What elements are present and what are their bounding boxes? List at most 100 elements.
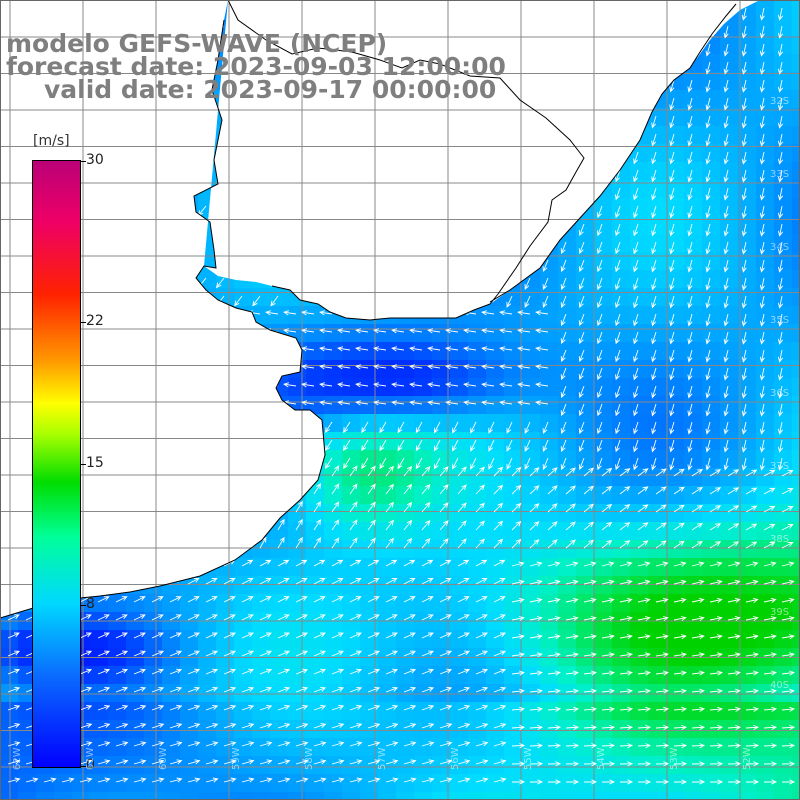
field-cell <box>558 306 577 325</box>
wind-arrow <box>723 277 729 291</box>
wind-arrow <box>187 759 201 765</box>
wind-direction-arrows <box>7 7 796 785</box>
wind-arrow <box>169 759 183 765</box>
field-cell <box>540 414 559 433</box>
wind-arrow <box>403 578 416 585</box>
field-cell <box>738 342 757 361</box>
wind-arrow <box>259 632 272 639</box>
field-cell <box>576 360 595 379</box>
wind-arrow <box>705 169 711 183</box>
wind-arrow <box>723 61 729 75</box>
wind-arrow <box>397 421 405 434</box>
wind-arrow <box>493 705 507 711</box>
wind-arrow <box>205 723 219 729</box>
wind-arrow <box>759 169 765 183</box>
field-cell <box>504 342 523 361</box>
wind-arrow <box>499 328 513 334</box>
wind-arrow <box>349 578 362 585</box>
wind-arrow <box>283 310 297 316</box>
wind-arrow <box>234 295 243 307</box>
field-cell <box>720 396 739 415</box>
wind-arrow <box>151 632 164 639</box>
field-cell <box>126 774 145 793</box>
field-cell <box>612 360 631 379</box>
field-cell <box>792 108 800 127</box>
field-cell <box>612 558 631 577</box>
field-cell <box>774 216 793 235</box>
colorbar-tick-mark <box>80 604 86 606</box>
wind-arrow <box>565 724 580 731</box>
field-cell <box>270 756 289 775</box>
field-cell <box>324 702 343 721</box>
wind-arrow <box>493 578 506 585</box>
field-cell <box>720 162 739 181</box>
wind-arrow <box>547 503 558 513</box>
wind-arrow <box>709 505 722 513</box>
wind-arrow <box>349 519 358 531</box>
wind-arrow <box>97 668 111 675</box>
field-cell <box>522 792 541 800</box>
wind-arrow <box>349 483 358 495</box>
wind-arrow <box>367 668 381 675</box>
wind-arrow <box>615 439 621 453</box>
field-cell <box>108 630 127 649</box>
wind-arrow <box>319 400 333 406</box>
field-cell <box>234 288 253 307</box>
wind-arrow <box>777 187 784 201</box>
field-cell <box>774 306 793 325</box>
field-cell <box>738 558 757 577</box>
wind-arrow <box>709 779 724 785</box>
field-cell <box>36 774 55 793</box>
field-cell <box>630 306 649 325</box>
wind-arrow <box>687 259 693 273</box>
wind-arrow <box>723 43 729 57</box>
wind-arrow <box>283 382 297 388</box>
wind-arrow <box>601 521 613 531</box>
field-cell <box>396 450 415 469</box>
field-cell <box>630 558 649 577</box>
wind-arrow <box>673 652 687 658</box>
field-cell <box>558 594 577 613</box>
field-cell <box>756 756 775 775</box>
field-cell <box>576 234 595 253</box>
wind-arrow <box>115 686 129 693</box>
wind-arrow <box>169 686 183 693</box>
wind-arrow <box>313 723 327 729</box>
wind-arrow <box>331 501 340 513</box>
wind-arrow <box>463 400 477 406</box>
wind-arrow <box>709 688 723 694</box>
wind-arrow <box>43 777 57 783</box>
wind-arrow <box>547 561 561 567</box>
field-cell <box>702 144 721 163</box>
field-cell <box>792 396 800 415</box>
field-cell <box>738 108 757 127</box>
field-cell <box>648 432 667 451</box>
wind-arrow <box>741 385 747 399</box>
field-cell <box>612 180 631 199</box>
wind-arrow <box>391 382 405 388</box>
field-cell <box>630 180 649 199</box>
field-cell <box>558 414 577 433</box>
wind-arrow <box>560 457 567 471</box>
colorbar-unit: [m/s] <box>33 133 70 149</box>
field-cell <box>396 684 415 703</box>
wind-arrow <box>61 777 75 783</box>
field-cell <box>648 270 667 289</box>
field-cell <box>540 306 559 325</box>
field-cell <box>468 486 487 505</box>
wind-arrow <box>781 670 795 676</box>
wind-arrow <box>637 616 651 622</box>
wind-arrow <box>745 670 759 676</box>
field-cell <box>126 630 145 649</box>
wind-arrow <box>669 349 675 363</box>
field-cell <box>738 702 757 721</box>
wind-arrow <box>781 506 794 513</box>
wind-arrow <box>524 457 531 470</box>
field-cell <box>558 270 577 289</box>
field-cell <box>540 540 559 559</box>
field-cell <box>468 720 487 739</box>
field-cell <box>576 396 595 415</box>
wind-arrow <box>633 385 639 399</box>
wind-arrow <box>337 382 351 388</box>
field-cell <box>324 792 343 800</box>
